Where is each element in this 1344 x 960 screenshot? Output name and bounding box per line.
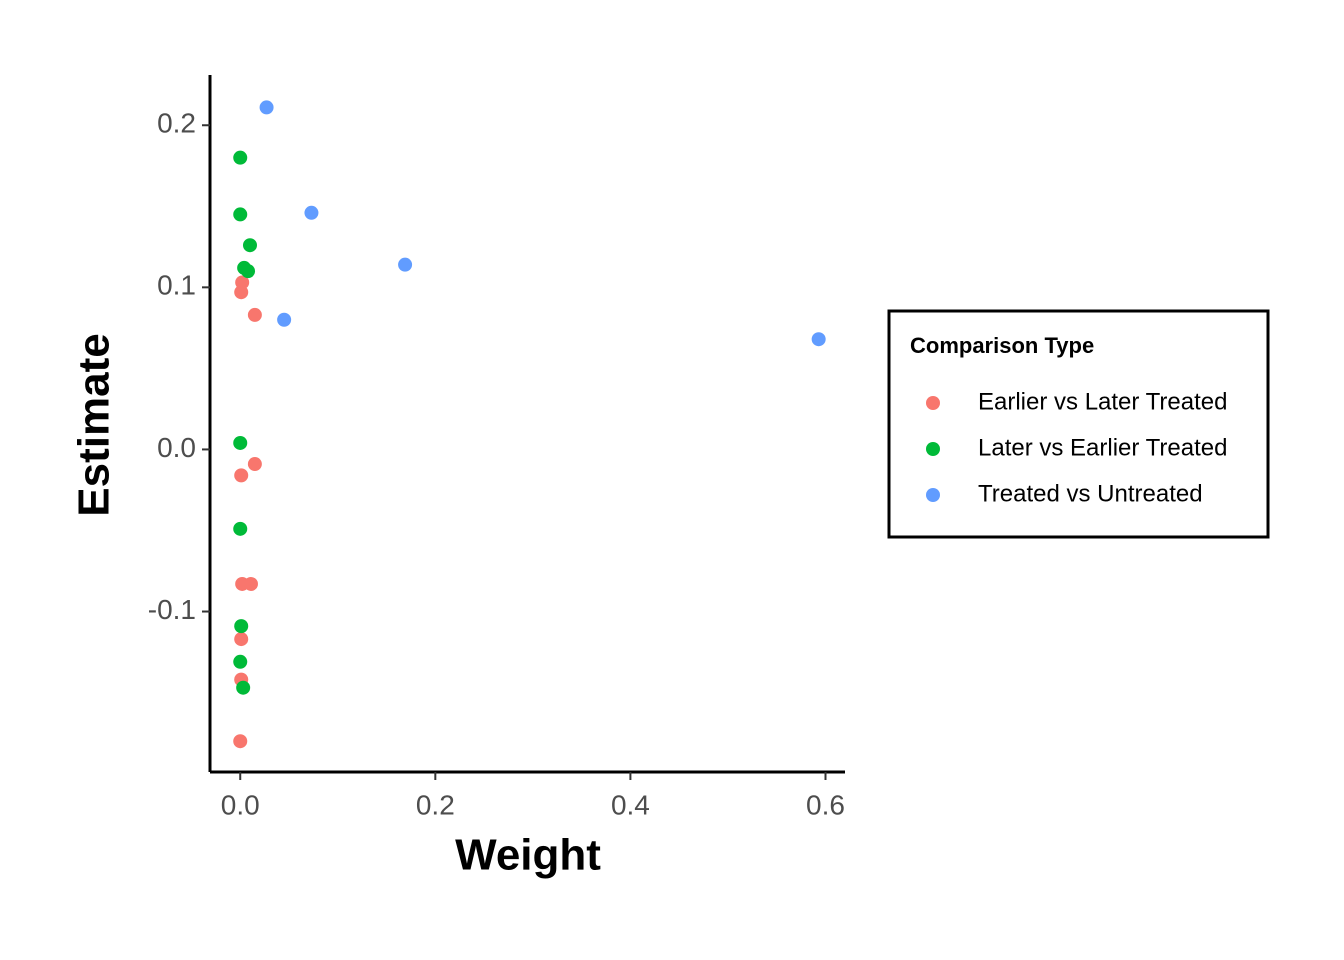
x-tick-label: 0.4	[611, 789, 650, 820]
point	[243, 576, 258, 591]
point	[247, 457, 262, 472]
point	[234, 632, 249, 647]
y-tick-label: 0.0	[157, 432, 196, 463]
legend-key	[926, 396, 940, 410]
point	[233, 207, 248, 222]
point	[235, 275, 250, 290]
point	[233, 734, 248, 749]
legend-label: Earlier vs Later Treated	[978, 388, 1227, 415]
y-tick-label: 0.1	[157, 270, 196, 301]
legend-key	[926, 442, 940, 456]
x-axis-title: Weight	[455, 831, 601, 880]
point	[398, 257, 413, 272]
legend-title: Comparison Type	[910, 333, 1094, 358]
point	[242, 238, 257, 253]
x-tick-label: 0.6	[806, 789, 845, 820]
y-tick-label: -0.1	[148, 594, 196, 625]
legend-label: Later vs Earlier Treated	[978, 434, 1227, 461]
point	[234, 619, 249, 634]
point	[241, 264, 256, 279]
legend-key	[926, 488, 940, 502]
point	[233, 654, 248, 669]
legend-label: Treated vs Untreated	[978, 480, 1203, 507]
point	[304, 205, 319, 220]
x-tick-label: 0.2	[416, 789, 455, 820]
y-axis-title: Estimate	[70, 333, 119, 516]
legend-box	[887, 309, 1270, 539]
point	[234, 468, 249, 483]
x-tick-label: 0.0	[221, 789, 260, 820]
point	[233, 521, 248, 536]
point	[247, 307, 262, 322]
point	[259, 100, 274, 115]
point	[277, 312, 292, 327]
point	[233, 435, 248, 450]
point	[811, 332, 826, 347]
point	[236, 680, 251, 695]
y-tick-label: 0.2	[157, 108, 196, 139]
point	[233, 150, 248, 165]
